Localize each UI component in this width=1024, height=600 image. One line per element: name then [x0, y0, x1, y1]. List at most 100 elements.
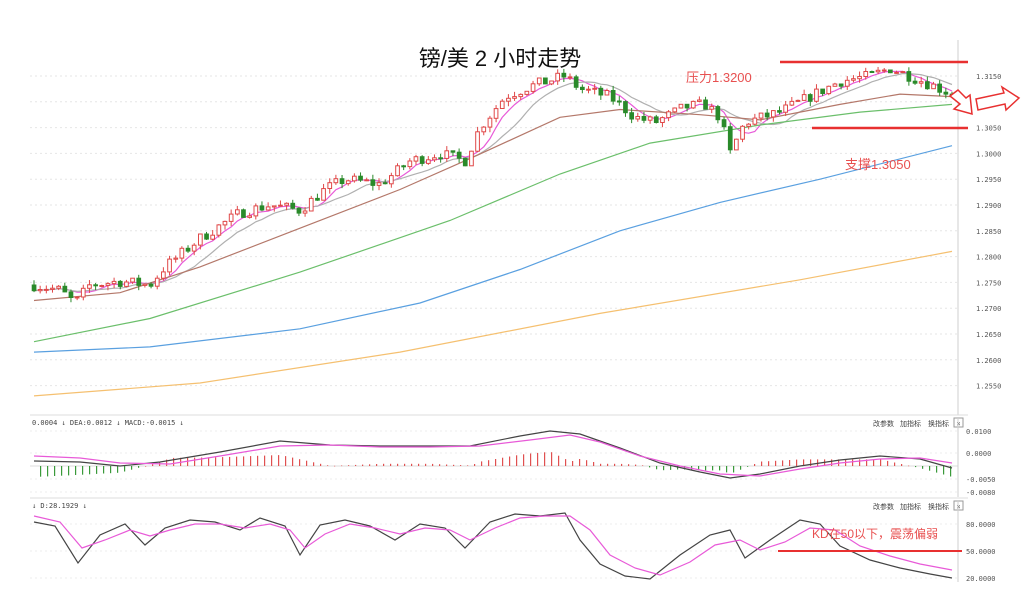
candle-body	[641, 116, 647, 121]
candle	[709, 103, 715, 114]
candle	[376, 178, 382, 191]
candle-body	[690, 100, 696, 109]
candle-body	[623, 101, 628, 114]
candle	[167, 255, 172, 276]
candle-body	[376, 182, 382, 186]
candle	[610, 85, 616, 105]
macd-bar	[187, 457, 189, 466]
macd-bar	[320, 463, 322, 466]
candle	[124, 279, 129, 288]
macd-header: 0.0004 ↓ DEA:0.0012 ↓ MACD:-0.0015 ↓	[32, 419, 184, 427]
candle	[807, 93, 813, 107]
macd-bar	[761, 461, 763, 466]
candle-body	[284, 202, 289, 206]
candle	[105, 282, 111, 291]
macd-bar	[719, 466, 721, 471]
macd-bar	[215, 457, 217, 466]
candle	[617, 96, 622, 106]
macd-bar	[299, 459, 301, 466]
candle-body	[524, 90, 530, 95]
macd-bar	[376, 464, 378, 466]
candle	[235, 205, 240, 216]
macd-bar	[229, 456, 231, 466]
candle-body	[31, 284, 37, 292]
candle-body	[136, 277, 142, 286]
candle-body	[389, 175, 394, 185]
candle	[752, 113, 758, 126]
candle	[407, 158, 413, 170]
candle-body	[727, 126, 733, 151]
candle-body	[130, 277, 135, 283]
candle	[937, 80, 942, 97]
candle	[321, 183, 326, 201]
candle	[814, 84, 819, 103]
macd-bar	[649, 466, 651, 468]
macd-bar	[348, 465, 350, 466]
candle-body	[382, 182, 388, 185]
candle-body	[820, 88, 825, 94]
macd-bar	[740, 466, 742, 470]
toolbar-button[interactable]: 改参数	[873, 419, 894, 428]
price-tick-label: 1.2600	[976, 357, 1001, 365]
macd-bar	[796, 459, 798, 466]
candle-body	[783, 104, 788, 113]
candle	[506, 94, 511, 107]
macd-bar	[600, 463, 602, 466]
candle-body	[635, 116, 641, 120]
candle	[493, 105, 499, 123]
candle	[333, 174, 339, 185]
candle-body	[370, 179, 376, 186]
candle	[395, 163, 400, 177]
right-arrow-icon	[975, 85, 1021, 112]
resistance-label: 压力1.3200	[686, 70, 752, 85]
macd-bar	[75, 466, 77, 475]
candle-body	[807, 94, 813, 102]
candle	[801, 89, 807, 101]
candle-body	[462, 157, 468, 167]
macd-bar	[54, 466, 56, 476]
candle	[358, 172, 363, 182]
macd-bar	[663, 466, 665, 471]
candle	[136, 274, 142, 291]
chart-title: 镑/美 2 小时走势	[419, 46, 582, 71]
macd-dea-line	[33, 434, 953, 477]
kd-annotation: KD在50以下，震荡偏弱	[812, 526, 938, 541]
candle-body	[512, 96, 517, 99]
candle-body	[117, 280, 123, 287]
candle	[481, 126, 487, 136]
candle-body	[838, 83, 844, 87]
toolbar-button[interactable]: 换指标	[928, 419, 949, 428]
macd-bar	[222, 457, 224, 466]
macd-bar	[362, 464, 364, 466]
macd-bar	[355, 464, 357, 466]
candle-body	[666, 111, 671, 119]
candle-body	[253, 205, 259, 217]
candle-body	[204, 233, 209, 240]
candle-body	[111, 280, 117, 285]
candle	[580, 84, 585, 94]
toolbar-button[interactable]: 换指标	[928, 502, 949, 511]
macd-bar	[236, 456, 238, 466]
macd-gridlines	[30, 430, 958, 493]
macd-bar	[782, 460, 784, 466]
macd-tick-label: -0.0050	[966, 476, 996, 484]
toolbar-button[interactable]: 加指标	[900, 502, 921, 511]
macd-panel: 0.0004 ↓ DEA:0.0012 ↓ MACD:-0.0015 ↓ 改参数…	[30, 414, 996, 497]
moving-average-line	[33, 145, 953, 353]
macd-bar	[607, 463, 609, 466]
candle	[894, 70, 899, 74]
candle	[629, 108, 634, 124]
candle-body	[339, 178, 345, 184]
toolbar-button[interactable]: 改参数	[873, 502, 894, 511]
macd-bar	[922, 466, 924, 469]
candle	[906, 67, 912, 86]
candle	[518, 93, 524, 100]
macd-bar	[131, 466, 133, 470]
candle-body	[660, 117, 665, 123]
candle	[918, 77, 924, 88]
candle	[592, 83, 597, 95]
macd-bar	[285, 456, 287, 466]
candle-body	[592, 87, 597, 90]
toolbar-button[interactable]: 加指标	[900, 419, 921, 428]
